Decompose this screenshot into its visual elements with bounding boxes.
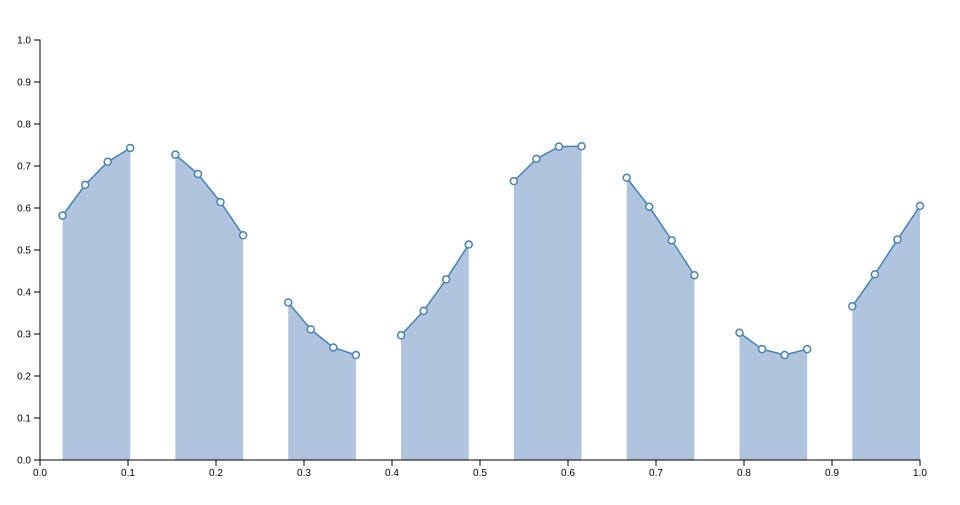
x-axis: 0.0 0.1 0.2 0.3 0.4 0.5 0.6 0.7 0.8 0.9 1.0 bbox=[33, 459, 927, 479]
data-point bbox=[532, 154, 541, 164]
data-point bbox=[306, 325, 316, 334]
y-tick-label: 0.4 bbox=[17, 288, 31, 299]
data-points bbox=[58, 142, 925, 360]
data-point bbox=[193, 169, 203, 179]
y-tick-label: 0.5 bbox=[17, 246, 31, 257]
x-tick-label: 0.8 bbox=[737, 468, 751, 479]
data-point bbox=[690, 270, 699, 280]
area-segment-3 bbox=[288, 302, 356, 460]
area-segments bbox=[62, 146, 920, 460]
x-tick-label: 0.4 bbox=[385, 468, 399, 479]
data-point bbox=[757, 344, 767, 354]
y-tick-label: 0.7 bbox=[17, 162, 31, 173]
data-point bbox=[441, 275, 451, 284]
x-tick-label: 0.0 bbox=[33, 468, 47, 479]
data-point bbox=[351, 350, 361, 360]
data-point bbox=[893, 235, 902, 244]
area-segment-5 bbox=[513, 146, 582, 460]
data-point bbox=[419, 306, 428, 316]
data-point bbox=[396, 331, 406, 340]
data-point bbox=[126, 143, 135, 153]
line-segment-8 bbox=[851, 205, 921, 307]
data-point bbox=[667, 236, 677, 245]
x-tick-label: 0.9 bbox=[825, 468, 839, 479]
line-segments bbox=[61, 145, 921, 356]
line-segment-2 bbox=[174, 154, 244, 236]
data-point bbox=[644, 202, 654, 211]
area-segment-7 bbox=[739, 332, 808, 460]
area-segment-8 bbox=[852, 205, 920, 460]
y-tick-label: 0.3 bbox=[17, 330, 31, 341]
data-point bbox=[848, 302, 857, 311]
x-tick-label: 0.7 bbox=[649, 468, 663, 479]
y-axis: 0.0 0.1 0.2 0.3 0.4 0.5 0.6 0.7 0.8 0.9 1.0 bbox=[17, 36, 41, 467]
data-point bbox=[80, 180, 90, 190]
data-point bbox=[622, 173, 631, 183]
x-tick-label: 0.6 bbox=[561, 468, 575, 479]
x-tick-label: 1.0 bbox=[913, 468, 927, 479]
y-tick-label: 0.2 bbox=[17, 372, 31, 383]
area-segment-2 bbox=[175, 154, 244, 460]
area-segment-6 bbox=[626, 177, 695, 460]
data-point bbox=[554, 142, 564, 151]
data-point bbox=[509, 176, 519, 186]
line-segment-7 bbox=[739, 332, 808, 356]
y-tick-label: 0.0 bbox=[17, 456, 31, 467]
y-tick-label: 0.1 bbox=[17, 414, 31, 425]
area-segment-4 bbox=[401, 244, 469, 460]
data-point bbox=[103, 157, 112, 167]
line-segment-1 bbox=[61, 147, 131, 217]
data-point bbox=[58, 211, 67, 220]
data-point bbox=[464, 240, 473, 249]
line-segment-4 bbox=[400, 244, 470, 336]
data-point bbox=[780, 350, 789, 360]
line-segment-5 bbox=[513, 145, 582, 182]
data-point bbox=[802, 344, 812, 354]
line-segment-3 bbox=[287, 302, 357, 356]
x-tick-label: 0.5 bbox=[473, 468, 487, 479]
data-point bbox=[870, 270, 880, 279]
line-segment-6 bbox=[626, 177, 695, 276]
data-point bbox=[735, 328, 744, 337]
y-tick-label: 0.9 bbox=[17, 78, 31, 89]
x-tick-label: 0.1 bbox=[121, 468, 135, 479]
area-segment-1 bbox=[62, 147, 131, 460]
data-point bbox=[329, 343, 338, 352]
data-point bbox=[577, 142, 586, 151]
data-point bbox=[216, 197, 225, 207]
y-tick-label: 1.0 bbox=[17, 36, 31, 47]
data-point bbox=[283, 298, 293, 307]
x-tick-label: 0.3 bbox=[297, 468, 311, 479]
y-tick-label: 0.6 bbox=[17, 204, 31, 215]
x-tick-label: 0.2 bbox=[209, 468, 223, 479]
y-tick-label: 0.8 bbox=[17, 120, 31, 131]
data-point bbox=[915, 201, 925, 211]
data-point bbox=[171, 150, 180, 159]
data-point bbox=[238, 231, 248, 240]
